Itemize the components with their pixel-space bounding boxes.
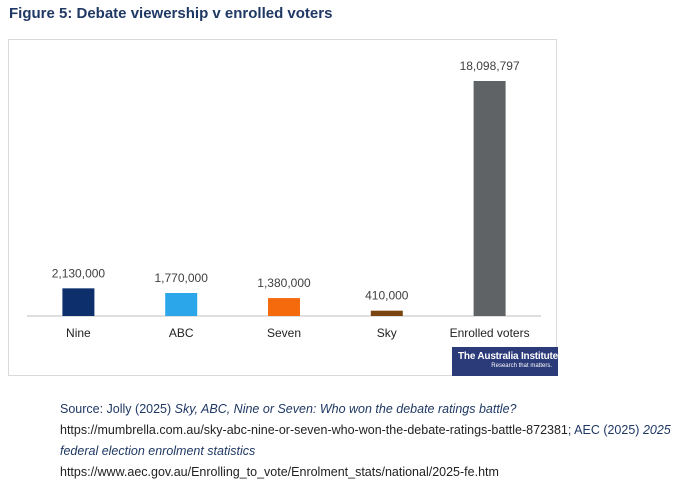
source-title-1: Sky, ABC, Nine or Seven: Who won the deb… [174, 402, 517, 416]
data-label-sky: 410,000 [365, 289, 409, 303]
logo-name: The Australia Institute [458, 351, 559, 362]
source-url-2[interactable]: https://www.aec.gov.au/Enrolling_to_vote… [60, 465, 499, 479]
category-label-abc: ABC [169, 326, 194, 340]
bar-chart: 2,130,000 Nine 1,770,000 ABC 1,380,000 Seven 4… [27, 59, 541, 340]
source-note: Source: Jolly (2025) Sky, ABC, Nine or S… [60, 399, 672, 483]
data-label-enrolled-voters: 18,098,797 [460, 59, 520, 73]
bar-abc [165, 293, 198, 316]
data-label-abc: 1,770,000 [155, 271, 209, 285]
bar-enrolled-voters [473, 81, 506, 316]
data-label-nine: 2,130,000 [52, 266, 106, 280]
category-label-seven: Seven [267, 326, 301, 340]
figure-title: Figure 5: Debate viewership v enrolled v… [9, 5, 333, 22]
data-label-seven: 1,380,000 [257, 276, 311, 290]
source-prefix: Source: Jolly (2025) [60, 402, 175, 416]
bar-nine [62, 288, 95, 316]
source-title-2: 2025 federal election enrolment statisti… [60, 423, 671, 458]
australia-institute-logo: The Australia Institute Research that ma… [452, 347, 558, 376]
category-label-enrolled-voters: Enrolled voters [450, 326, 530, 340]
category-label-nine: Nine [66, 326, 91, 340]
category-label-sky: Sky [377, 326, 397, 340]
source-mid: ; AEC (2025) [567, 423, 643, 437]
source-url-1[interactable]: https://mumbrella.com.au/sky-abc-nine-or… [60, 423, 568, 437]
chart-area: 2,130,000 Nine 1,770,000 ABC 1,380,000 Seven 4… [8, 39, 557, 376]
bar-seven [268, 298, 300, 316]
bar-sky [370, 310, 403, 316]
logo-tagline: Research that matters. [491, 363, 552, 369]
